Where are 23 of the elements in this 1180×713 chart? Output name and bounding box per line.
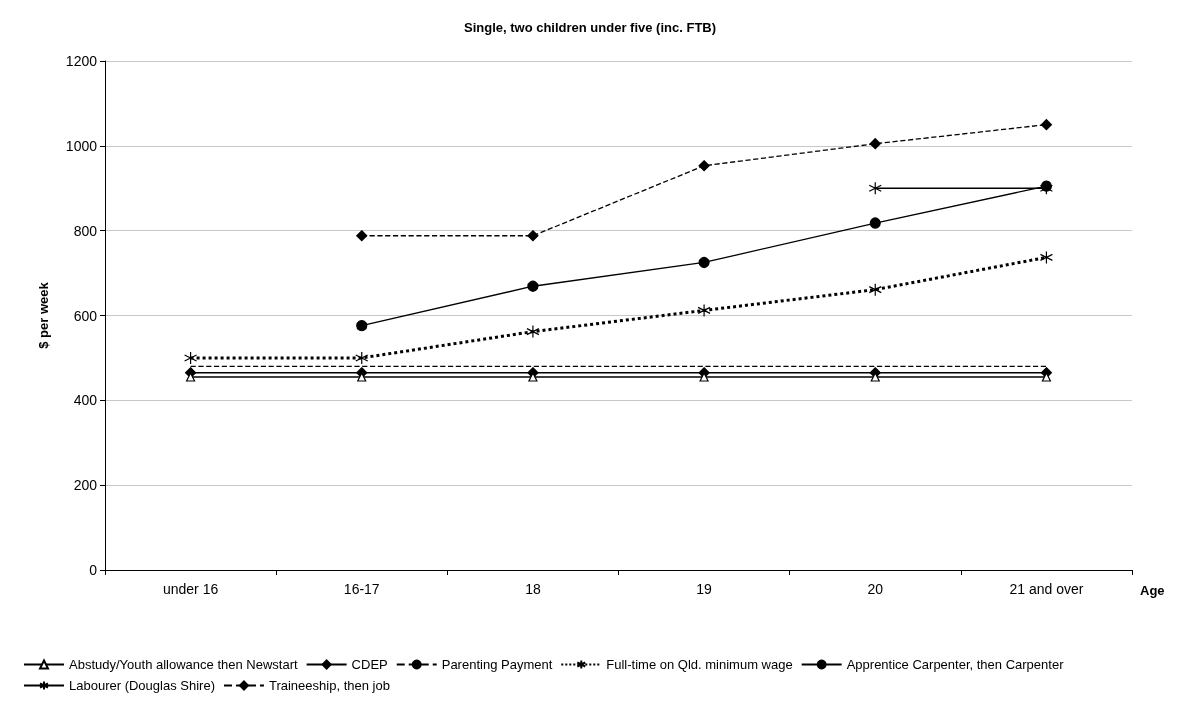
legend-label: CDEP	[351, 657, 388, 672]
x-tick-label: under 16	[162, 581, 219, 597]
legend-label: Full-time on Qld. minimum wage	[606, 657, 793, 672]
legend-label: Abstudy/Youth allowance then Newstart	[69, 657, 298, 672]
x-tick-label: 20	[867, 581, 884, 597]
chart-title: Single, two children under five (inc. FTB)	[463, 20, 717, 35]
legend-label: Apprentice Carpenter, then Carpenter	[846, 657, 1065, 672]
x-tick-label: 16-17	[343, 581, 380, 597]
x-axis-title: Age	[1140, 583, 1165, 598]
y-tick-label: 200	[73, 477, 98, 494]
x-tick-label: 18	[525, 581, 541, 597]
y-tick-label: 1000	[65, 137, 98, 154]
y-tick-label: 800	[73, 222, 98, 239]
legend-label: Labourer (Douglas Shire)	[69, 678, 215, 693]
y-tick-label: 1200	[65, 53, 98, 69]
x-tick-label: 21 and over	[1009, 581, 1084, 597]
x-tick-label: 19	[696, 581, 713, 597]
y-tick-label: 400	[73, 392, 98, 409]
y-tick-label: 0	[89, 562, 98, 578]
legend-label: Parenting Payment	[441, 657, 553, 672]
legend-label: Traineeship, then job	[268, 678, 390, 693]
y-tick-label: 600	[73, 307, 98, 324]
y-axis-title: $ per week	[36, 281, 51, 349]
